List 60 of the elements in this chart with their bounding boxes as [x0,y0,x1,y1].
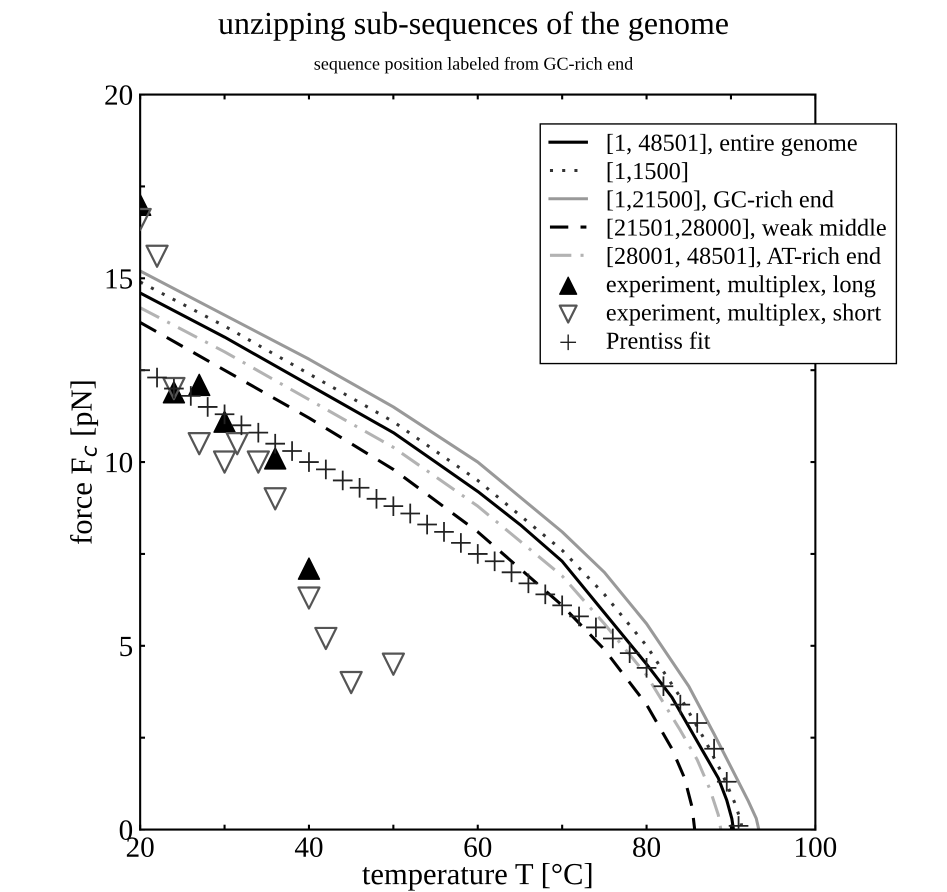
legend-label: Prentiss fit [606,332,710,349]
legend-label: [1,1500] [608,162,688,183]
point [502,562,522,582]
point [704,738,724,759]
point [264,447,286,470]
chart-title: unzipping sub-sequences of the genome [218,11,728,41]
point [264,487,287,510]
chart-subtitle: sequence position labeled from GC-rich end [314,56,633,74]
point [212,450,236,474]
point [232,415,252,436]
point [226,432,249,456]
point [188,432,211,456]
point [670,694,690,714]
point [366,488,386,509]
point [586,618,606,638]
legend-label: experiment, multiplex, short [606,304,882,326]
point [145,244,169,268]
point [282,441,302,461]
point [602,628,623,648]
point [687,713,708,733]
point [214,404,234,424]
point [316,460,336,480]
y-tick-label: 5 [120,636,132,656]
point [417,514,437,534]
legend-label: [21501,28000], weak middle [608,218,886,240]
x-tick-label: 80 [633,837,660,858]
legend-label: experiment, multiplex, long [606,275,876,298]
point [569,606,589,626]
point [180,386,201,406]
point [297,586,321,610]
y-tick-label: 15 [106,269,132,289]
legend-label: [1,21500], GC-rich end [608,190,834,212]
point [382,652,405,676]
point [332,470,353,490]
legend-label: [28001, 48501], AT-rich end [608,246,881,268]
point [451,533,471,553]
x-tick-label: 60 [464,837,492,858]
y-tick-label: 10 [106,452,132,472]
point [188,374,210,396]
point [350,478,370,498]
point [518,574,538,594]
point [299,452,319,472]
point [246,450,270,474]
point [468,544,488,564]
x-tick-label: 100 [796,837,836,858]
x-tick-label: 40 [294,837,322,858]
y-tick-label: 20 [105,85,132,105]
y-axis-title: force F$_{c}$ [pN] [70,382,98,544]
point [400,504,420,524]
x-axis-title: temperature T [°C] [362,862,592,891]
point [340,670,363,694]
point [434,522,454,542]
legend-label: [1, 48501], entire genome [608,134,857,156]
point [552,596,572,616]
point [298,557,320,580]
point [147,368,167,388]
point [654,676,674,696]
point [314,626,338,650]
point [636,658,656,678]
point [198,397,218,417]
